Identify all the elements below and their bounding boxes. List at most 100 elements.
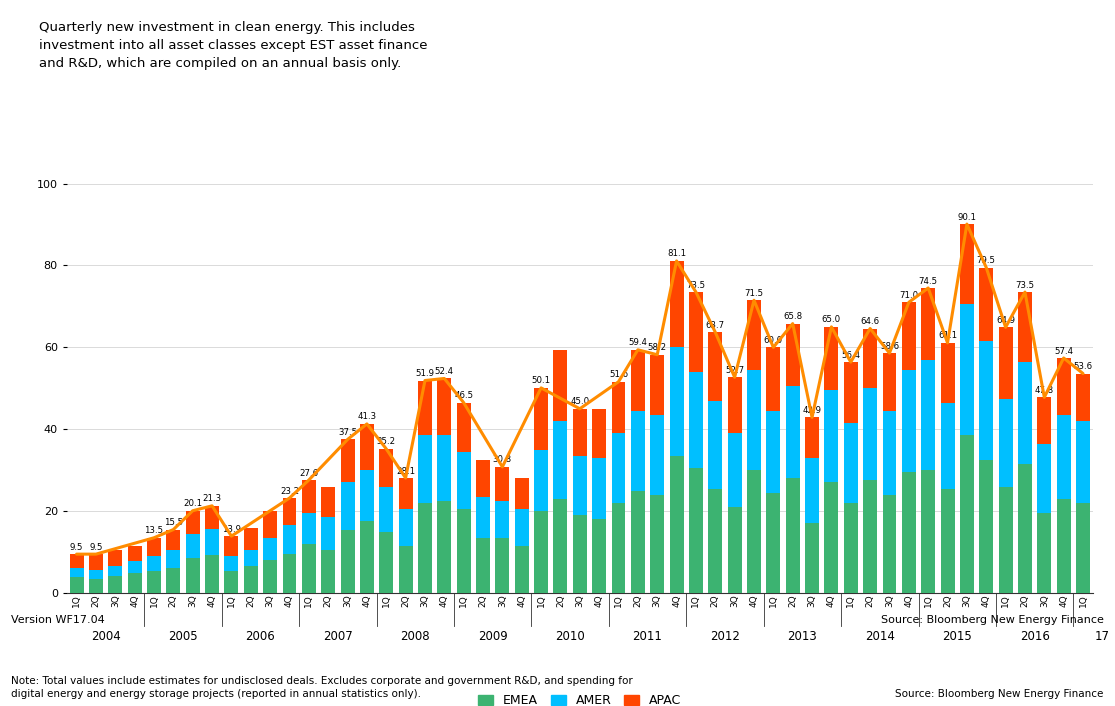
Bar <box>515 479 529 509</box>
Bar <box>689 292 702 372</box>
Bar <box>728 507 741 593</box>
Bar <box>89 570 103 579</box>
Text: 46.5: 46.5 <box>454 391 473 400</box>
Bar <box>224 536 239 556</box>
Bar <box>534 450 549 511</box>
Text: 27.6: 27.6 <box>299 469 319 477</box>
Text: 50.1: 50.1 <box>532 376 551 385</box>
Bar <box>863 480 878 593</box>
Bar <box>340 482 355 530</box>
Bar <box>592 520 607 593</box>
Bar <box>128 546 142 561</box>
Text: 20.1: 20.1 <box>183 499 202 508</box>
Bar <box>786 323 799 386</box>
Text: 90.1: 90.1 <box>958 213 977 222</box>
Bar <box>921 359 935 470</box>
Bar <box>89 554 103 570</box>
Bar <box>611 503 626 593</box>
Bar <box>670 456 683 593</box>
Text: 74.5: 74.5 <box>919 277 938 285</box>
Bar <box>495 467 510 501</box>
Bar <box>418 436 432 503</box>
Bar <box>186 510 200 534</box>
Text: 61.1: 61.1 <box>938 331 957 340</box>
Bar <box>534 511 549 593</box>
Text: 21.3: 21.3 <box>203 494 222 503</box>
Text: 28.1: 28.1 <box>396 467 415 476</box>
Text: 17: 17 <box>1095 630 1109 643</box>
Bar <box>863 328 878 388</box>
Bar <box>205 529 219 556</box>
Bar <box>844 423 857 503</box>
Bar <box>1076 373 1090 421</box>
Text: 71.5: 71.5 <box>745 289 764 298</box>
Bar <box>360 424 374 470</box>
Bar <box>747 300 760 370</box>
Bar <box>573 515 586 593</box>
Text: 60.0: 60.0 <box>764 336 783 345</box>
Text: 64.9: 64.9 <box>996 316 1015 325</box>
Bar <box>244 527 258 550</box>
Text: 56.4: 56.4 <box>841 351 861 359</box>
Bar <box>553 349 568 421</box>
Bar <box>379 532 394 593</box>
Bar <box>592 458 607 520</box>
Bar <box>631 349 644 411</box>
Bar <box>244 566 258 593</box>
Text: 71.0: 71.0 <box>900 291 919 300</box>
Bar <box>786 386 799 479</box>
Bar <box>205 505 219 529</box>
Text: Source: Bloomberg New Energy Finance: Source: Bloomberg New Energy Finance <box>881 615 1104 625</box>
Bar <box>1018 464 1031 593</box>
Bar <box>824 390 838 482</box>
Text: 2004: 2004 <box>90 630 120 643</box>
Text: 35.2: 35.2 <box>377 438 396 446</box>
Bar <box>941 489 954 593</box>
Bar <box>302 544 316 593</box>
Text: 52.4: 52.4 <box>435 367 454 376</box>
Bar <box>147 538 161 556</box>
Bar <box>457 509 471 593</box>
Text: 23.2: 23.2 <box>280 486 299 496</box>
Bar <box>476 538 489 593</box>
Bar <box>476 460 489 497</box>
Bar <box>263 538 278 561</box>
Bar <box>902 472 915 593</box>
Text: 2010: 2010 <box>555 630 585 643</box>
Text: 15.5: 15.5 <box>164 518 183 527</box>
Text: 2014: 2014 <box>865 630 894 643</box>
Bar <box>224 570 239 593</box>
Bar <box>1057 415 1070 499</box>
Bar <box>1057 499 1070 593</box>
Bar <box>941 343 954 402</box>
Text: 13.9: 13.9 <box>222 525 241 534</box>
Bar <box>708 333 723 400</box>
Bar <box>805 458 820 523</box>
Text: 65.8: 65.8 <box>783 312 803 321</box>
Text: Source: Bloomberg New Energy Finance: Source: Bloomberg New Energy Finance <box>895 689 1104 699</box>
Bar <box>882 353 896 411</box>
Bar <box>824 482 838 593</box>
Bar <box>611 433 626 503</box>
Text: 79.5: 79.5 <box>977 256 996 265</box>
Text: 2013: 2013 <box>787 630 817 643</box>
Text: 65.0: 65.0 <box>822 316 841 325</box>
Bar <box>999 328 1012 398</box>
Bar <box>69 578 84 593</box>
Bar <box>553 421 568 499</box>
Bar <box>650 415 665 495</box>
Bar <box>340 530 355 593</box>
Bar <box>147 556 161 570</box>
Bar <box>805 523 820 593</box>
Text: Note: Total values include estimates for undisclosed deals. Excludes corporate a: Note: Total values include estimates for… <box>11 676 633 699</box>
Text: 2016: 2016 <box>1020 630 1049 643</box>
Bar <box>708 489 723 593</box>
Legend: EMEA, AMER, APAC: EMEA, AMER, APAC <box>473 689 687 706</box>
Bar <box>69 568 84 578</box>
Text: 73.5: 73.5 <box>687 280 706 289</box>
Bar <box>379 486 394 532</box>
Bar <box>1076 503 1090 593</box>
Text: 2006: 2006 <box>245 630 275 643</box>
Bar <box>708 400 723 489</box>
Text: 13.5: 13.5 <box>145 526 164 535</box>
